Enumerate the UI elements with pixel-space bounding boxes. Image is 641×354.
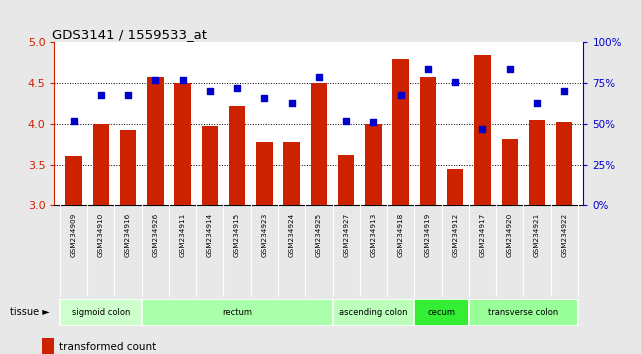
Bar (229, 106, 246, 205)
Bar (556, 122, 572, 205)
Point (504, 66, 515, 72)
Text: GSM234920: GSM234920 (507, 213, 513, 257)
Bar (333, 299, 414, 326)
Bar (147, 78, 163, 205)
Text: transverse colon: transverse colon (488, 308, 558, 317)
Text: tissue ►: tissue ► (10, 307, 50, 318)
Bar (414, 299, 469, 326)
Bar (256, 142, 272, 205)
Text: GSM234911: GSM234911 (179, 213, 186, 257)
Text: GSM234909: GSM234909 (71, 213, 76, 257)
Text: GSM234916: GSM234916 (125, 213, 131, 257)
Text: transformed count: transformed count (59, 342, 156, 352)
Bar (93, 124, 109, 205)
Text: GSM234926: GSM234926 (153, 213, 158, 257)
Text: GSM234910: GSM234910 (98, 213, 104, 257)
Bar (469, 299, 578, 326)
Text: GSM234923: GSM234923 (262, 213, 267, 257)
Text: cecum: cecum (428, 308, 456, 317)
Bar (501, 138, 518, 205)
Bar (365, 124, 381, 205)
Bar (529, 120, 545, 205)
Point (96, 92, 106, 97)
Point (423, 66, 433, 72)
Text: GSM234918: GSM234918 (397, 213, 404, 257)
Text: GDS3141 / 1559533_at: GDS3141 / 1559533_at (52, 28, 207, 41)
Bar (474, 55, 490, 205)
Bar (311, 83, 327, 205)
Point (178, 77, 188, 83)
Bar (447, 169, 463, 205)
Point (532, 100, 542, 105)
Point (69, 118, 79, 124)
Text: GSM234921: GSM234921 (534, 213, 540, 257)
Text: GSM234925: GSM234925 (316, 213, 322, 257)
Point (559, 88, 569, 94)
Text: GSM234914: GSM234914 (207, 213, 213, 257)
Point (259, 95, 269, 101)
Text: GSM234922: GSM234922 (562, 213, 567, 257)
Bar (174, 83, 191, 205)
Text: ascending colon: ascending colon (339, 308, 408, 317)
Point (232, 85, 242, 91)
Point (314, 74, 324, 80)
Point (204, 88, 215, 94)
Point (287, 100, 297, 105)
Text: GSM234927: GSM234927 (343, 213, 349, 257)
Text: sigmoid colon: sigmoid colon (72, 308, 130, 317)
Point (395, 92, 406, 97)
Bar (420, 78, 436, 205)
Bar (142, 299, 333, 326)
Bar (120, 130, 137, 205)
Bar (283, 142, 300, 205)
Bar (202, 126, 218, 205)
Text: GSM234919: GSM234919 (425, 213, 431, 257)
Bar (42, 338, 54, 354)
Point (123, 92, 133, 97)
Bar (60, 299, 142, 326)
Point (150, 77, 160, 83)
Bar (392, 59, 409, 205)
Point (369, 119, 379, 125)
Text: GSM234915: GSM234915 (234, 213, 240, 257)
Text: rectum: rectum (222, 308, 252, 317)
Point (450, 79, 460, 84)
Bar (65, 156, 82, 205)
Point (478, 126, 488, 132)
Bar (338, 155, 354, 205)
Text: GSM234912: GSM234912 (452, 213, 458, 257)
Text: GSM234924: GSM234924 (288, 213, 295, 257)
Text: GSM234917: GSM234917 (479, 213, 485, 257)
Point (341, 118, 351, 124)
Text: GSM234913: GSM234913 (370, 213, 376, 257)
